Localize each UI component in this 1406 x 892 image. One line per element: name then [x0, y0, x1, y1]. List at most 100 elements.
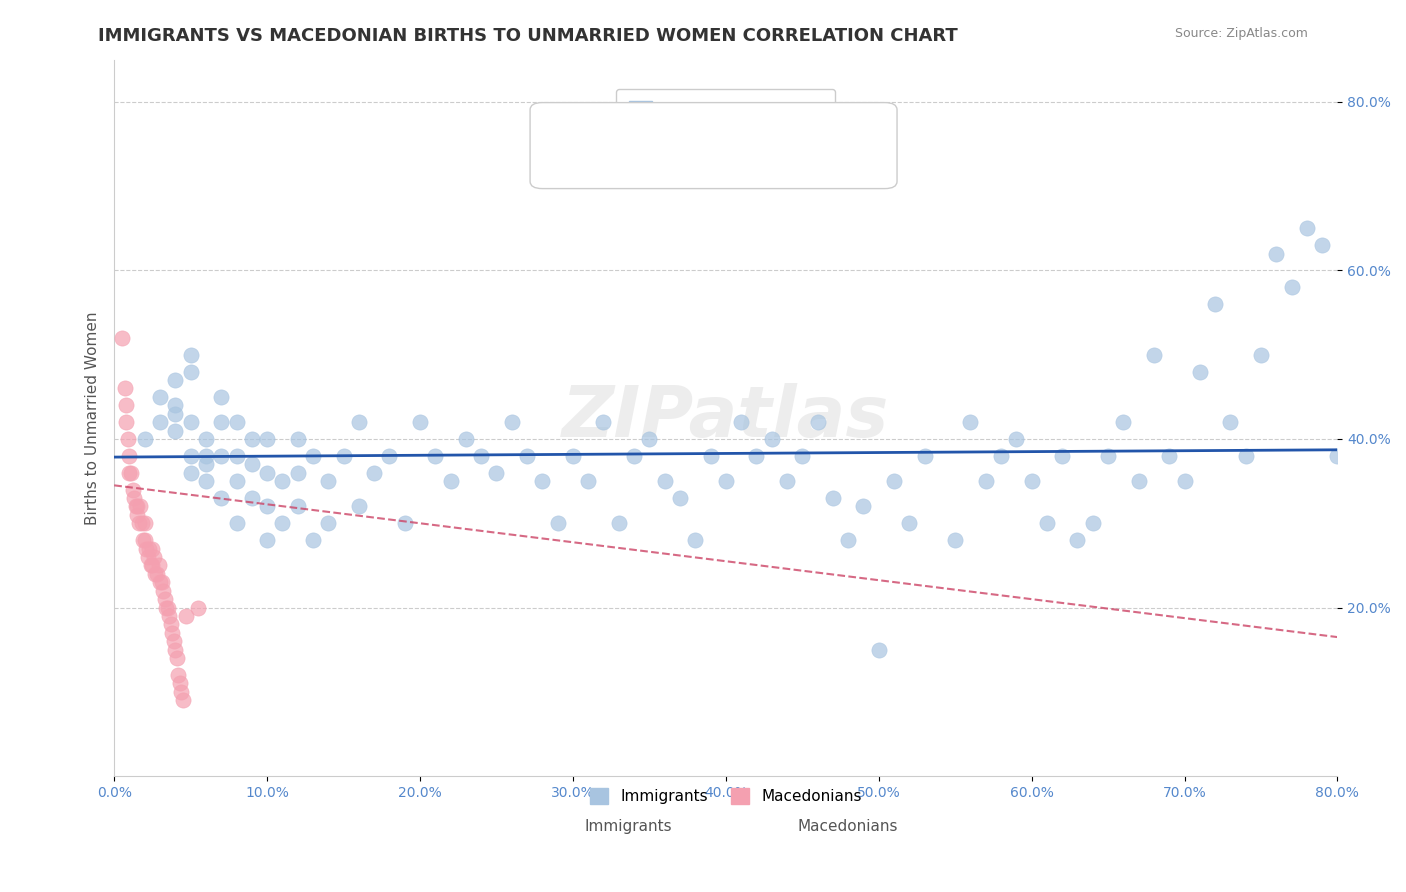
Point: [531, 474, 554, 488]
Point: [124, 500, 146, 514]
Point: [256, 500, 278, 514]
Point: [1005, 432, 1028, 446]
Point: [165, 424, 187, 438]
Point: [240, 491, 263, 505]
Point: [156, 600, 179, 615]
Point: [1128, 474, 1150, 488]
Point: [111, 331, 134, 345]
Point: [439, 474, 461, 488]
Point: [194, 449, 217, 463]
Point: [1143, 348, 1166, 362]
Point: [1159, 449, 1181, 463]
Text: Macedonians: Macedonians: [797, 819, 898, 834]
Point: [332, 449, 354, 463]
Point: [225, 516, 247, 531]
Point: [302, 533, 325, 548]
Point: [117, 432, 139, 446]
Point: [180, 348, 202, 362]
Point: [169, 676, 191, 690]
Point: [914, 449, 936, 463]
Point: [683, 533, 706, 548]
Point: [121, 483, 143, 497]
Point: [159, 617, 181, 632]
Point: [745, 449, 768, 463]
Point: [425, 449, 447, 463]
Point: [134, 516, 156, 531]
Point: [287, 466, 309, 480]
Point: [287, 432, 309, 446]
Point: [172, 693, 194, 707]
Text: Source: ZipAtlas.com: Source: ZipAtlas.com: [1174, 27, 1308, 40]
Point: [115, 415, 138, 429]
Point: [470, 449, 492, 463]
Point: [131, 516, 153, 531]
Point: [165, 642, 187, 657]
Point: [122, 491, 145, 505]
Point: [868, 642, 890, 657]
Point: [118, 449, 141, 463]
Point: [240, 457, 263, 471]
Point: [146, 566, 169, 581]
Point: [150, 575, 173, 590]
Point: [174, 609, 197, 624]
Point: [1234, 449, 1257, 463]
Point: [180, 415, 202, 429]
Point: [1265, 246, 1288, 260]
Point: [209, 491, 232, 505]
Text: ZIPatlas: ZIPatlas: [562, 384, 890, 452]
Point: [129, 500, 152, 514]
Point: [347, 415, 370, 429]
Point: [454, 432, 477, 446]
Point: [145, 566, 167, 581]
Point: [363, 466, 385, 480]
Point: [132, 533, 155, 548]
Point: [153, 592, 176, 607]
Point: [501, 415, 523, 429]
FancyBboxPatch shape: [530, 103, 897, 188]
Point: [167, 668, 190, 682]
Point: [135, 541, 157, 556]
Point: [959, 415, 981, 429]
Point: [165, 407, 187, 421]
Point: [271, 474, 294, 488]
Point: [134, 432, 156, 446]
Point: [180, 449, 202, 463]
Point: [194, 457, 217, 471]
Point: [225, 415, 247, 429]
Point: [943, 533, 966, 548]
Point: [209, 449, 232, 463]
Point: [1066, 533, 1088, 548]
Point: [187, 600, 209, 615]
Point: [225, 474, 247, 488]
Point: [138, 541, 160, 556]
Legend: R =  0.036   N = 143, R = -0.017   N =  47: R = 0.036 N = 143, R = -0.017 N = 47: [616, 88, 835, 158]
Point: [898, 516, 921, 531]
Point: [256, 466, 278, 480]
Point: [141, 541, 163, 556]
Point: [1326, 449, 1348, 463]
Point: [256, 533, 278, 548]
Point: [287, 500, 309, 514]
Point: [139, 558, 162, 573]
Point: [256, 432, 278, 446]
Point: [271, 516, 294, 531]
Point: [163, 634, 186, 648]
Point: [1310, 238, 1333, 252]
Point: [974, 474, 997, 488]
Point: [1250, 348, 1272, 362]
Point: [1173, 474, 1195, 488]
Point: [1036, 516, 1059, 531]
Point: [155, 600, 177, 615]
Point: [302, 449, 325, 463]
Point: [240, 432, 263, 446]
Point: [1097, 449, 1119, 463]
Point: [1281, 280, 1303, 294]
Point: [152, 583, 174, 598]
Point: [209, 415, 232, 429]
Point: [623, 449, 645, 463]
Point: [485, 466, 508, 480]
Point: [409, 415, 432, 429]
Point: [194, 432, 217, 446]
Point: [990, 449, 1012, 463]
Point: [714, 474, 737, 488]
